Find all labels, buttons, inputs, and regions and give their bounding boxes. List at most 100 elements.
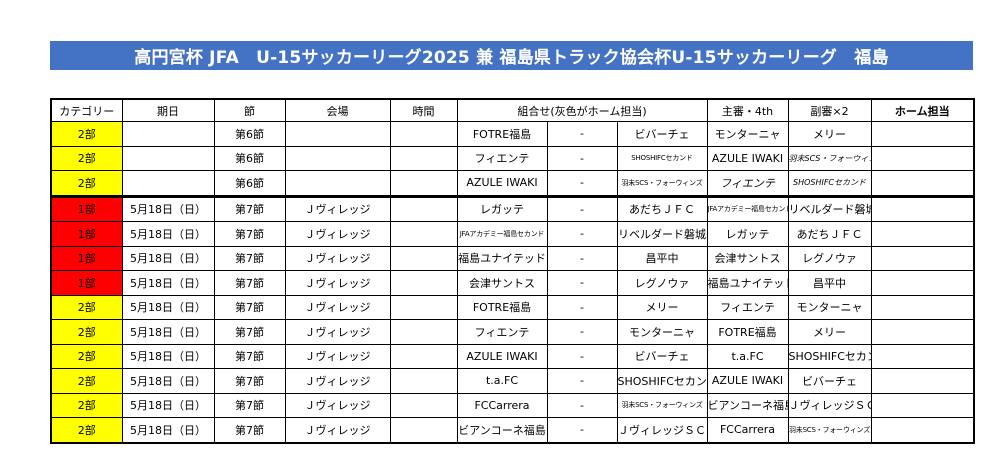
header-category: カテゴリー [50, 98, 123, 122]
date-cell: 5月18日（日） [121, 221, 215, 247]
assistant-cell: ＪヴィレッジＳＣ [787, 392, 872, 418]
vs-cell: - [546, 294, 618, 320]
home-duty-cell [870, 194, 975, 222]
header-assistant: 副審×2 [787, 98, 872, 122]
assistant-cell: メリー [787, 319, 872, 345]
away-team-cell: リベルダード磐城 [616, 221, 708, 247]
round-cell: 第7節 [213, 368, 286, 394]
time-cell [389, 270, 458, 296]
home-team-cell: フィエンテ [456, 319, 548, 345]
away-team-cell: モンターニャ [616, 319, 708, 345]
vs-cell: - [546, 319, 618, 345]
category-cell: 2部 [50, 319, 123, 345]
time-cell [389, 417, 458, 443]
home-team-cell: FCCarrera [456, 392, 548, 418]
venue-cell: Ｊヴィレッジ [284, 194, 391, 222]
table-row: 2部 第6節 FOTRE福島 - ビバーチェ モンターニャ メリー [50, 121, 975, 147]
home-duty-cell [870, 319, 975, 345]
category-cell: 2部 [50, 145, 123, 171]
home-team-cell: JFAアカデミー福島セカンド [456, 221, 548, 247]
vs-cell: - [546, 245, 618, 271]
venue-cell: Ｊヴィレッジ [284, 417, 391, 443]
assistant-cell: 羽未SCS・フォーウィンズ [787, 417, 872, 443]
away-team-cell: レグノウァ [616, 270, 708, 296]
category-cell: 1部 [50, 221, 123, 247]
home-team-cell: レガッテ [456, 194, 548, 222]
time-cell [389, 145, 458, 171]
date-cell [121, 121, 215, 147]
home-team-cell: 福島ユナイテッド [456, 245, 548, 271]
referee-cell: 会津サントス [706, 245, 789, 271]
date-cell: 5月18日（日） [121, 417, 215, 443]
table-row: 2部 5月18日（日） 第7節 Ｊヴィレッジ FCCarrera - 羽未SCS・フォーウィ… [50, 392, 975, 418]
home-duty-cell [870, 270, 975, 296]
home-team-cell: ビアンコーネ福島 [456, 417, 548, 443]
time-cell [389, 319, 458, 345]
home-team-cell: FOTRE福島 [456, 294, 548, 320]
home-duty-cell [870, 368, 975, 394]
round-cell: 第7節 [213, 221, 286, 247]
assistant-cell: モンターニャ [787, 294, 872, 320]
round-cell: 第7節 [213, 417, 286, 443]
round-cell: 第6節 [213, 170, 286, 197]
assistant-cell: SHOSHIFCセカンド [787, 343, 872, 369]
assistant-cell: ビバーチェ [787, 368, 872, 394]
home-team-cell: FOTRE福島 [456, 121, 548, 147]
referee-cell: FOTRE福島 [706, 319, 789, 345]
header-match: 組合せ(灰色がホーム担当) [456, 98, 708, 122]
category-cell: 2部 [50, 170, 123, 197]
referee-cell: レガッテ [706, 221, 789, 247]
header-referee: 主審・4th [706, 98, 789, 122]
date-cell: 5月18日（日） [121, 270, 215, 296]
header-time: 時間 [389, 98, 458, 122]
referee-cell: FCCarrera [706, 417, 789, 443]
venue-cell: Ｊヴィレッジ [284, 319, 391, 345]
date-cell: 5月18日（日） [121, 245, 215, 271]
page-title: 高円宮杯 JFA U-15サッカーリーグ2025 兼 福島県トラック協会杯U-1… [50, 41, 973, 70]
home-team-cell: AZULE IWAKI [456, 170, 548, 197]
header-row: カテゴリー 期日 節 会場 時間 組合せ(灰色がホーム担当) 主審・4th 副審… [50, 98, 975, 122]
away-team-cell: メリー [616, 294, 708, 320]
vs-cell: - [546, 343, 618, 369]
round-cell: 第7節 [213, 294, 286, 320]
away-team-cell: ビバーチェ [616, 343, 708, 369]
away-team-cell: 昌平中 [616, 245, 708, 271]
header-home-duty: ホーム担当 [870, 98, 975, 122]
away-team-cell: 羽未SCS・フォーウィンズ [616, 170, 708, 197]
time-cell [389, 221, 458, 247]
home-team-cell: 会津サントス [456, 270, 548, 296]
vs-cell: - [546, 145, 618, 171]
vs-cell: - [546, 121, 618, 147]
away-team-cell: ビバーチェ [616, 121, 708, 147]
date-cell: 5月18日（日） [121, 319, 215, 345]
time-cell [389, 343, 458, 369]
table-row: 2部 5月18日（日） 第7節 Ｊヴィレッジ AZULE IWAKI - ビバーチェ t.a.… [50, 343, 975, 369]
round-cell: 第7節 [213, 392, 286, 418]
table-row: 2部 第6節 フィエンテ - SHOSHIFCセカンド AZULE IWAKI 羽未SCS・… [50, 145, 975, 171]
assistant-cell: あだちＪＦＣ [787, 221, 872, 247]
home-duty-cell [870, 121, 975, 147]
round-cell: 第6節 [213, 145, 286, 171]
vs-cell: - [546, 270, 618, 296]
category-cell: 2部 [50, 392, 123, 418]
home-duty-cell [870, 417, 975, 443]
home-duty-cell [870, 221, 975, 247]
home-duty-cell [870, 392, 975, 418]
time-cell [389, 121, 458, 147]
category-cell: 2部 [50, 343, 123, 369]
venue-cell: Ｊヴィレッジ [284, 294, 391, 320]
category-cell: 1部 [50, 245, 123, 271]
round-cell: 第7節 [213, 319, 286, 345]
referee-cell: AZULE IWAKI [706, 145, 789, 171]
referee-cell: ビアンコーネ福島 [706, 392, 789, 418]
venue-cell: Ｊヴィレッジ [284, 221, 391, 247]
home-team-cell: AZULE IWAKI [456, 343, 548, 369]
time-cell [389, 194, 458, 222]
time-cell [389, 392, 458, 418]
table-row: 1部 5月18日（日） 第7節 Ｊヴィレッジ 会津サントス - レグノウァ 福島ユナイテッド昌… [50, 270, 975, 296]
table-row: 1部 5月18日（日） 第7節 Ｊヴィレッジ 福島ユナイテッド - 昌平中 会津サントス レグノ… [50, 245, 975, 271]
category-cell: 1部 [50, 270, 123, 296]
category-cell: 2部 [50, 121, 123, 147]
referee-cell: モンターニャ [706, 121, 789, 147]
